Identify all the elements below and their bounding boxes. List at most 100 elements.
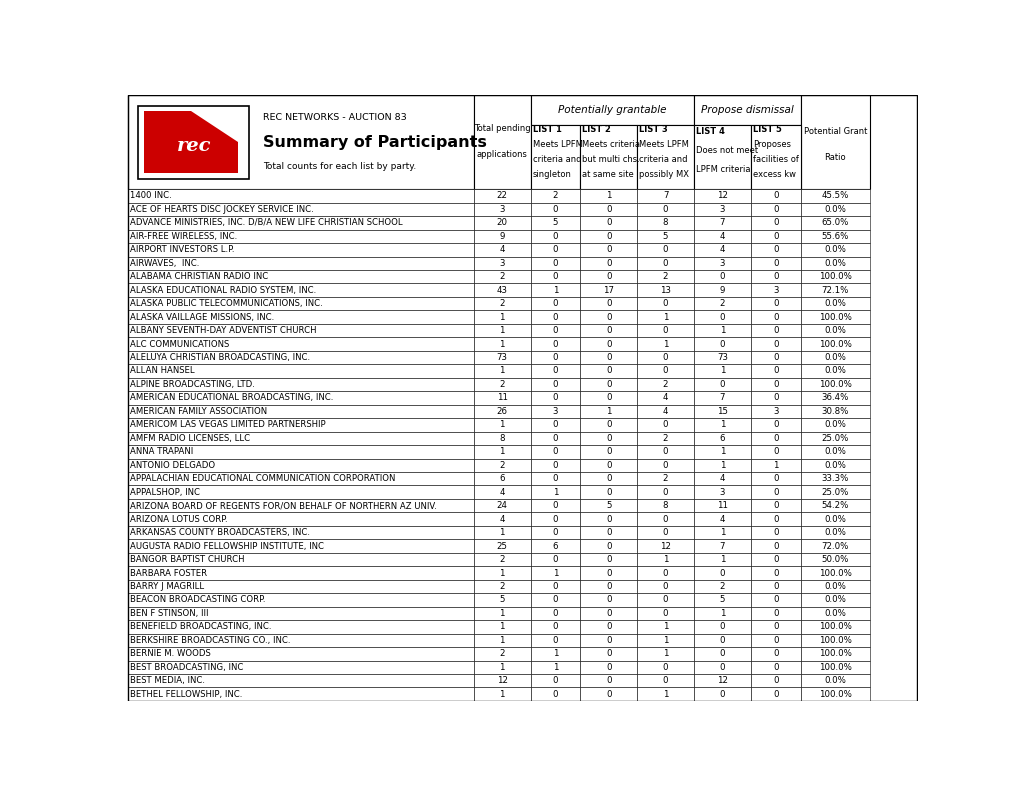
Text: AMERICAN EDUCATIONAL BROADCASTING, INC.: AMERICAN EDUCATIONAL BROADCASTING, INC. [130, 393, 333, 403]
Bar [128, 297, 474, 310]
Bar [693, 567, 750, 580]
Text: 15: 15 [716, 407, 728, 416]
Text: 0: 0 [662, 326, 667, 335]
Text: 0: 0 [605, 515, 611, 524]
Bar [750, 216, 800, 229]
Text: 0: 0 [662, 582, 667, 591]
Text: 1: 1 [719, 326, 725, 335]
Text: Meets LPFM: Meets LPFM [532, 140, 582, 149]
Bar [580, 229, 637, 243]
Bar [800, 364, 869, 377]
Bar [128, 364, 474, 377]
Bar [580, 499, 637, 512]
Bar [139, 106, 249, 179]
Text: 2: 2 [662, 434, 667, 443]
Bar [530, 580, 580, 593]
Text: 0: 0 [772, 245, 777, 255]
Text: 0: 0 [662, 205, 667, 214]
Text: 24: 24 [496, 501, 507, 510]
Bar [637, 647, 693, 660]
Bar [128, 310, 474, 324]
Text: 0: 0 [552, 420, 557, 429]
Text: 0: 0 [605, 676, 611, 686]
Text: LIST 5: LIST 5 [752, 125, 781, 134]
Bar [693, 364, 750, 377]
Text: 1: 1 [552, 286, 557, 295]
Text: 0: 0 [552, 515, 557, 524]
Text: 0: 0 [662, 366, 667, 376]
Text: 0: 0 [605, 340, 611, 348]
Text: 0: 0 [605, 232, 611, 241]
Bar [693, 189, 750, 203]
Bar [128, 607, 474, 620]
Text: 0: 0 [662, 663, 667, 671]
Bar [580, 270, 637, 284]
Text: ALASKA EDUCATIONAL RADIO SYSTEM, INC.: ALASKA EDUCATIONAL RADIO SYSTEM, INC. [130, 286, 316, 295]
Text: 7: 7 [719, 541, 725, 551]
Bar [530, 405, 580, 418]
Text: 1: 1 [499, 313, 504, 322]
Bar [800, 432, 869, 445]
Bar [580, 257, 637, 270]
Text: 25: 25 [496, 541, 507, 551]
Text: 1: 1 [499, 528, 504, 537]
Bar [580, 284, 637, 297]
Bar [580, 512, 637, 526]
Text: Meets LPFM: Meets LPFM [639, 140, 688, 149]
Text: 0: 0 [662, 488, 667, 496]
Text: 0: 0 [772, 609, 777, 618]
Text: excess kw: excess kw [752, 170, 795, 179]
Text: 0: 0 [552, 528, 557, 537]
Text: 100.0%: 100.0% [818, 340, 851, 348]
Text: 2: 2 [719, 299, 725, 308]
Text: ALBANY SEVENTH-DAY ADVENTIST CHURCH: ALBANY SEVENTH-DAY ADVENTIST CHURCH [130, 326, 316, 335]
Bar [580, 674, 637, 687]
Bar [800, 351, 869, 364]
Bar [750, 553, 800, 567]
Bar [637, 297, 693, 310]
Bar [128, 216, 474, 229]
Text: ALASKA PUBLIC TELECOMMUNICATIONS, INC.: ALASKA PUBLIC TELECOMMUNICATIONS, INC. [130, 299, 322, 308]
Bar [474, 337, 530, 351]
Bar [128, 351, 474, 364]
Bar [474, 459, 530, 472]
Text: 100.0%: 100.0% [818, 272, 851, 281]
Bar [530, 432, 580, 445]
Bar [474, 499, 530, 512]
Text: 0: 0 [662, 515, 667, 524]
Text: 0: 0 [662, 528, 667, 537]
Bar [580, 203, 637, 216]
Text: 5: 5 [662, 232, 667, 241]
Bar [750, 391, 800, 405]
Text: 0: 0 [772, 555, 777, 564]
Bar [580, 620, 637, 634]
Text: 0: 0 [772, 380, 777, 389]
Bar [474, 257, 530, 270]
Bar [474, 364, 530, 377]
Bar [580, 567, 637, 580]
Text: 0: 0 [552, 609, 557, 618]
Text: possibly MX: possibly MX [639, 170, 689, 179]
Text: BEST MEDIA, INC.: BEST MEDIA, INC. [130, 676, 205, 686]
Text: 0: 0 [605, 690, 611, 699]
Bar [474, 189, 530, 203]
Bar [530, 297, 580, 310]
Text: 3: 3 [772, 286, 777, 295]
Text: 0: 0 [552, 434, 557, 443]
Bar [474, 351, 530, 364]
Bar [800, 337, 869, 351]
Bar [530, 364, 580, 377]
Bar [800, 189, 869, 203]
Text: BARRY J MAGRILL: BARRY J MAGRILL [130, 582, 204, 591]
Bar [474, 485, 530, 499]
Text: 2: 2 [499, 461, 504, 470]
Bar [637, 567, 693, 580]
Text: 2: 2 [499, 649, 504, 658]
Text: 0.0%: 0.0% [823, 448, 846, 456]
Text: 0: 0 [552, 474, 557, 483]
Text: 43: 43 [496, 286, 507, 295]
Text: 0: 0 [719, 649, 725, 658]
Bar [530, 472, 580, 485]
Bar [128, 243, 474, 257]
Text: 1: 1 [499, 636, 504, 645]
